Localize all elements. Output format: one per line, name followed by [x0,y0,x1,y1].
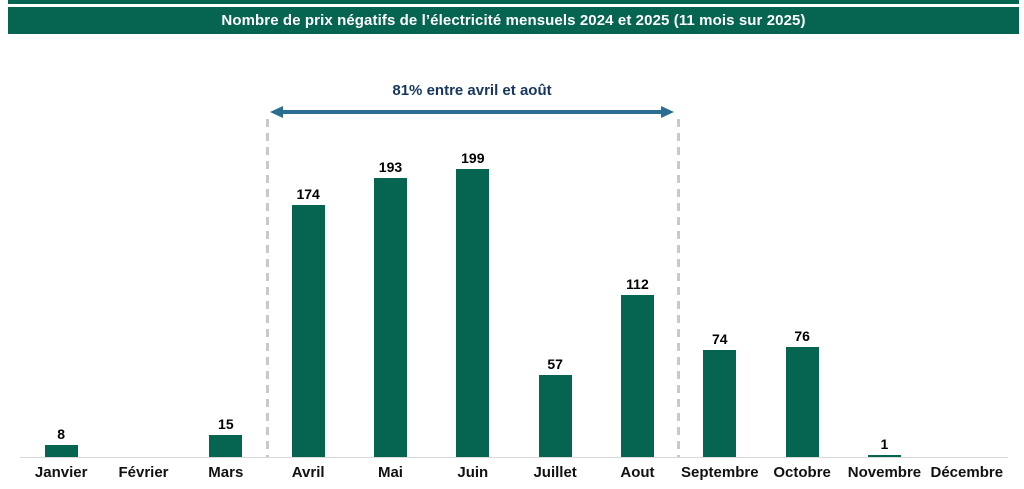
bar-column-novembre: 1 [843,0,925,457]
bar-janvier [44,445,78,457]
bar-value-label: 174 [296,186,320,202]
bar-value-label: 199 [461,150,485,166]
bar-column-janvier: 8 [20,0,102,457]
category-label-novembre: Novembre [847,464,922,481]
category-label-juillet: Juillet [533,464,577,481]
bar-column-mai: 193 [349,0,431,457]
span-arrow [270,106,674,118]
bar-column-juin: 199 [432,0,514,457]
bar-column-juillet: 57 [514,0,596,457]
category-label-janvier: Janvier [34,464,88,481]
category-labels: Janvier Février Mars Avril Mai Juin Juillet Aou… [20,464,1008,481]
bar-mai [373,178,407,457]
category-label-mai: Mai [377,464,403,481]
annotation-label: 81% entre avril et août [392,82,552,99]
arrow-head-left-icon [270,106,283,118]
bar-octobre [785,347,819,457]
category-label-septembre: Septembre [681,464,759,481]
bar-value-label: 1 [880,436,889,452]
bar-column-avril: 174 [267,0,349,457]
bar-value-label: 112 [626,276,649,292]
bar-column-octobre: 76 [761,0,843,457]
bar-column-septembre: 74 [679,0,761,457]
arrow-line [279,110,665,114]
bar-mars [209,435,243,457]
x-axis-line [20,457,1008,458]
bar-value-label: 74 [712,331,728,347]
category-label-février: Février [118,464,169,481]
dashed-guide-left [266,119,269,457]
bar-column-février [102,0,184,457]
dashed-guide-right [677,119,680,457]
category-label-octobre: Octobre [773,464,831,481]
chart-title: Nombre de prix négatifs de l’électricité… [8,7,1019,34]
bar-value-label: 8 [57,426,66,442]
bar-novembre [867,455,901,457]
category-label-aout: Aout [620,464,655,481]
arrow-head-right-icon [661,106,674,118]
bar-septembre [703,350,737,457]
bar-column-mars: 15 [185,0,267,457]
bar-juillet [538,375,572,457]
bar-column-décembre [926,0,1008,457]
header-accent-line [8,0,1019,4]
bar-juin [456,169,490,457]
bar-value-label: 193 [378,159,403,175]
category-label-juin: Juin [457,464,489,481]
category-label-décembre: Décembre [930,464,1004,481]
bar-value-label: 15 [218,416,234,432]
bar-value-label: 76 [794,328,810,344]
bar-column-aout: 112 [596,0,678,457]
bar-value-label: 57 [547,356,563,372]
plot-area: 8 15 174 193 199 57 112 74 76 1 [20,0,1008,457]
bar-aout [620,295,654,457]
category-label-avril: Avril [291,464,325,481]
bar-avril [291,205,325,457]
category-label-mars: Mars [208,464,244,481]
